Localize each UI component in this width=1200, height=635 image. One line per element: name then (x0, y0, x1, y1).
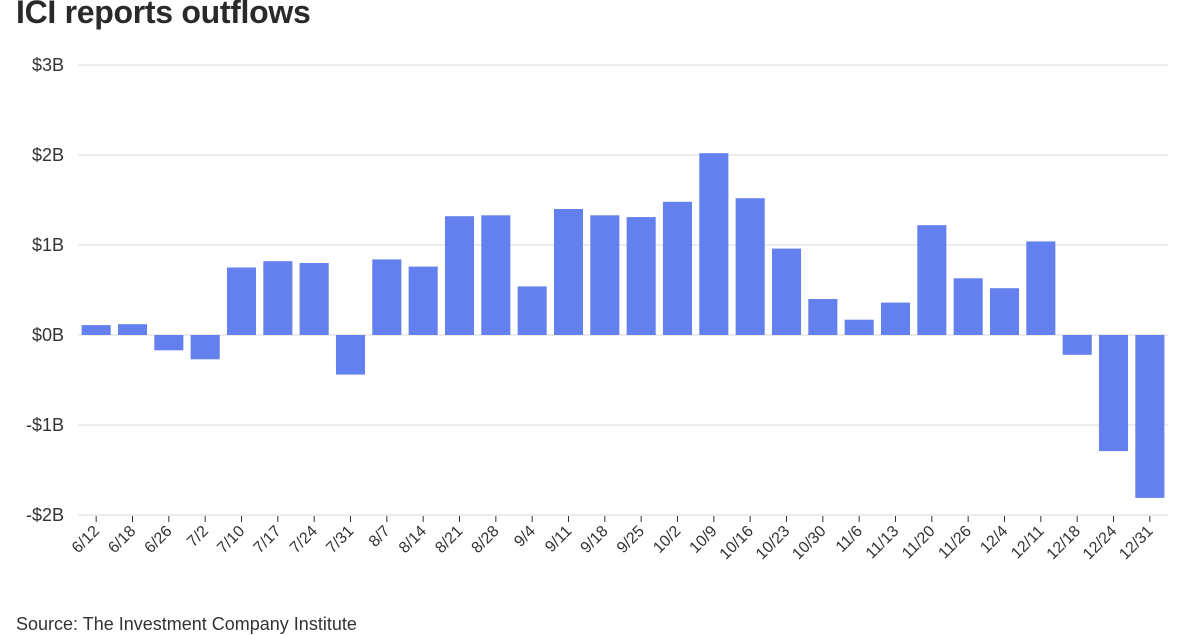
x-tick-label: 9/4 (511, 523, 539, 551)
bar-9-11 (553, 209, 584, 335)
x-tick-label: 10/30 (789, 523, 829, 563)
bar-8-28 (481, 215, 511, 335)
bar-7-2 (190, 335, 220, 360)
bar-12-18 (1062, 335, 1092, 355)
bar-11-6 (844, 319, 874, 335)
bar-9-25 (626, 217, 656, 335)
x-tick-label: 11/20 (899, 523, 939, 563)
grid-lines (78, 64, 1168, 516)
x-tick-label: 7/31 (323, 523, 357, 557)
x-tick-label: 8/7 (366, 523, 394, 551)
source-note: Source: The Investment Company Institute (16, 614, 357, 634)
bar-8-7 (372, 259, 402, 335)
x-tick-label: 6/12 (69, 523, 103, 557)
bar-8-21 (444, 216, 475, 335)
bar-12-24 (1098, 335, 1129, 452)
bar-7-24 (299, 263, 329, 335)
x-tick-label: 12/4 (977, 523, 1011, 557)
y-tick-label: $1B (32, 235, 64, 255)
bar-chart: $3B $2B $1B $0B -$1B -$2B 6/12 6/18 6/26 7/2 7/10… (26, 55, 1168, 563)
x-tick-label: 12/11 (1008, 523, 1048, 563)
x-tick-label: 10/16 (717, 523, 757, 563)
x-tick-label: 10/9 (687, 523, 721, 557)
bar-11-20 (917, 225, 947, 335)
x-tick-label: 12/24 (1080, 523, 1120, 563)
x-tick-label: 7/10 (214, 523, 248, 557)
bar-11-13 (880, 302, 911, 335)
x-tick-label: 11/26 (935, 523, 975, 563)
x-axis-tick-labels: 6/12 6/18 6/26 7/2 7/10 7/17 7/24 7/31 8/7 8/14 8/… (69, 516, 1157, 563)
bar-10-16 (735, 198, 765, 335)
x-tick-label: 8/14 (396, 523, 430, 557)
x-tick-label: 7/24 (287, 523, 321, 557)
y-tick-label: $3B (32, 55, 64, 75)
bar-12-4 (989, 288, 1020, 335)
bar-10-23 (771, 248, 802, 335)
x-tick-label: 9/25 (614, 523, 648, 557)
bar-8-14 (408, 266, 438, 335)
bar-9-18 (590, 215, 620, 335)
bar-7-31 (335, 335, 366, 375)
bar-10-30 (808, 299, 838, 335)
bar-9-4 (517, 286, 547, 335)
x-tick-label: 9/11 (542, 523, 575, 556)
bar-11-26 (953, 278, 983, 335)
y-axis-tick-labels: $3B $2B $1B $0B -$1B -$2B (26, 55, 64, 525)
bar-6-18 (117, 324, 148, 335)
x-tick-label: 10/2 (650, 523, 684, 557)
x-tick-label: 12/31 (1116, 523, 1156, 563)
y-tick-label: $0B (32, 325, 64, 345)
bar-7-10 (226, 267, 257, 335)
x-tick-label: 11/6 (833, 523, 866, 556)
bar-10-2 (662, 201, 693, 335)
bar-12-31 (1135, 335, 1165, 498)
x-tick-label: 6/26 (142, 523, 176, 557)
x-tick-label: 8/28 (469, 523, 503, 557)
bar-12-11 (1026, 241, 1056, 335)
x-tick-label: 7/2 (184, 523, 212, 551)
x-tick-label: 11/13 (863, 523, 903, 563)
x-tick-label: 12/18 (1044, 523, 1084, 563)
y-tick-label: -$1B (26, 415, 64, 435)
bar-6-26 (154, 335, 184, 351)
bar-7-17 (263, 261, 293, 335)
x-tick-label: 9/18 (578, 523, 612, 557)
bar-6-12 (81, 325, 111, 335)
y-tick-label: $2B (32, 145, 64, 165)
chart-title: ICI reports outflows (16, 0, 311, 30)
x-tick-label: 8/21 (432, 523, 466, 557)
y-tick-label: -$2B (26, 505, 64, 525)
x-tick-label: 7/17 (251, 523, 285, 557)
x-tick-label: 6/18 (105, 523, 139, 557)
bar-10-9 (699, 153, 729, 335)
x-tick-label: 10/23 (753, 523, 793, 563)
bars (81, 153, 1165, 498)
